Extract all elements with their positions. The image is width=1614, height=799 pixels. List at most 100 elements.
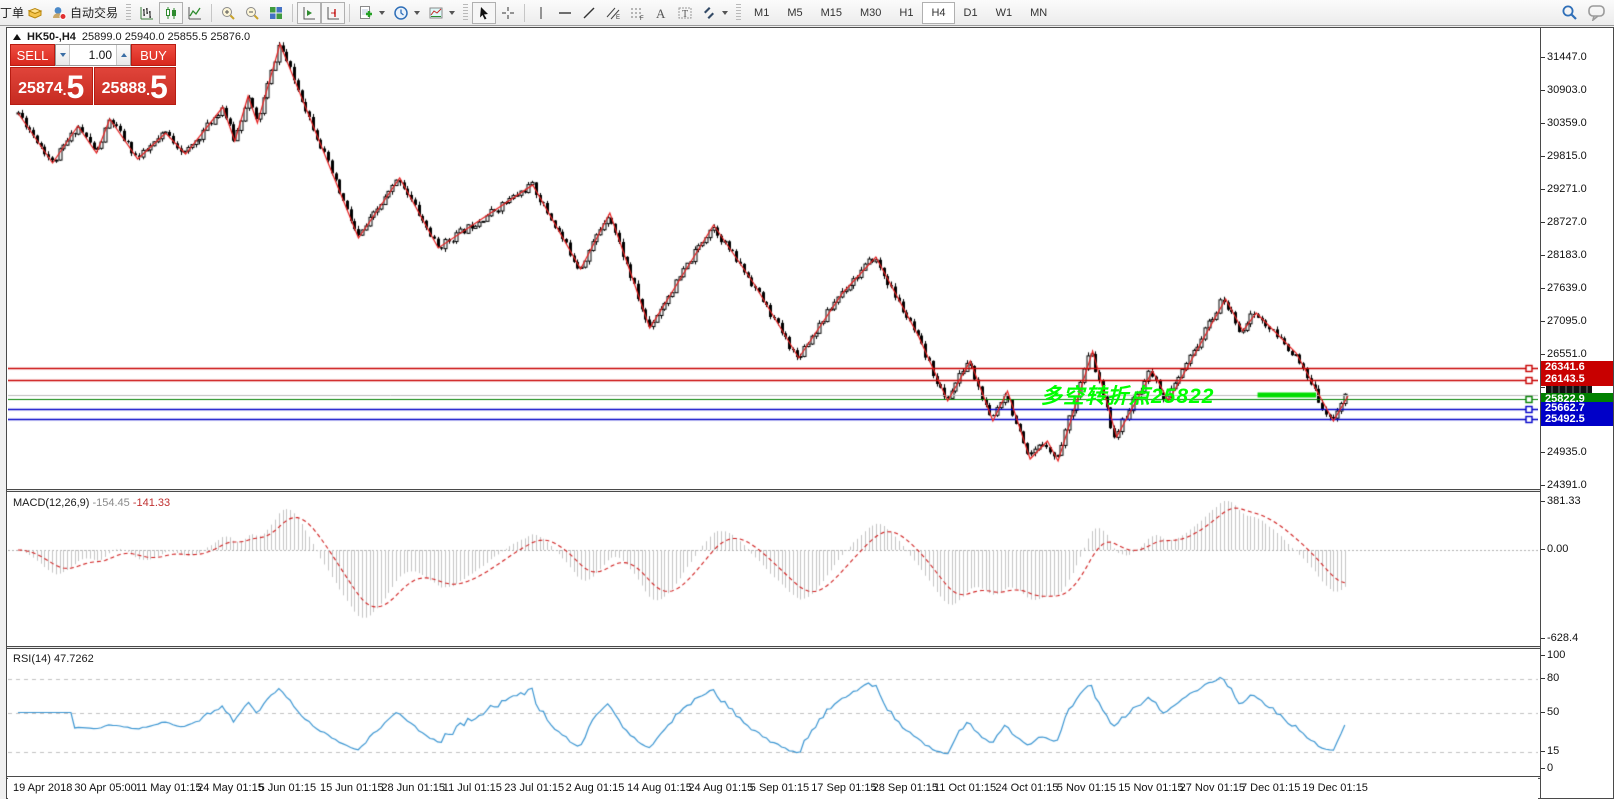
- periods-button[interactable]: [389, 2, 424, 24]
- fibonacci-icon: F: [631, 8, 644, 21]
- chart-shift-button[interactable]: [321, 1, 346, 24]
- macd-pane-splitter[interactable]: [7, 489, 1613, 492]
- axis-tick: 27095.0: [1541, 315, 1587, 327]
- autotrade-button[interactable]: 自动交易: [47, 2, 122, 24]
- axis-tick: 15: [1541, 745, 1559, 757]
- timeframe-MN[interactable]: MN: [1030, 6, 1048, 19]
- trendline-button[interactable]: [577, 2, 601, 24]
- timeframe-H1[interactable]: H1: [899, 6, 914, 19]
- timeframe-W1[interactable]: W1: [995, 6, 1013, 19]
- volume-up-button[interactable]: [116, 45, 130, 65]
- crosshair-button[interactable]: [496, 2, 520, 24]
- vertical-line-icon: [540, 6, 542, 19]
- trade-panel-toggle[interactable]: [13, 34, 21, 40]
- candlestick-chart-button[interactable]: [159, 1, 184, 24]
- time-axis-label: 30 Apr 05:00: [74, 782, 137, 794]
- price-line-label: 25492.5: [1541, 413, 1613, 426]
- time-axis-label: 24 May 01:15: [197, 782, 264, 794]
- new-order-button[interactable]: 丁单: [0, 2, 47, 24]
- indicators-icon: [360, 5, 373, 19]
- text-label-button[interactable]: T: [673, 2, 697, 24]
- timeframe-M1[interactable]: M1: [754, 6, 770, 19]
- autotrade-icon: [53, 6, 67, 20]
- time-axis-label: 15 Nov 01:15: [1118, 782, 1184, 794]
- axis-tick: 27639.0: [1541, 282, 1587, 294]
- arrows-dropdown[interactable]: [722, 10, 729, 15]
- templates-dropdown[interactable]: [449, 10, 456, 15]
- time-axis-label: 5 Sep 01:15: [749, 782, 810, 794]
- indicators-dropdown[interactable]: [379, 10, 386, 15]
- new-order-label: 丁单: [0, 6, 25, 20]
- axis-tick: 0.00: [1541, 543, 1568, 555]
- auto-scroll-icon: [303, 6, 316, 19]
- axis-tick: 24935.0: [1541, 446, 1587, 458]
- rsi-pane-splitter[interactable]: [7, 646, 1613, 649]
- rsi-name: RSI(14): [13, 653, 51, 665]
- time-axis[interactable]: 19 Apr 2018 30 Apr 05:00 11 May 01:15 24 Ma…: [8, 777, 1538, 799]
- chat-icon[interactable]: [1588, 4, 1608, 21]
- toolbar-grip[interactable]: [736, 3, 742, 22]
- line-chart-button[interactable]: [183, 2, 207, 24]
- tile-windows-button[interactable]: [264, 2, 288, 24]
- time-axis-label: 28 Jun 01:15: [381, 782, 446, 794]
- horizontal-line-button[interactable]: [553, 2, 577, 24]
- rsi-header: RSI(14) 47.7262: [13, 653, 94, 665]
- time-axis-label: 17 Sep 01:15: [811, 782, 877, 794]
- price-line-label: 26143.5: [1541, 373, 1613, 386]
- timeframe-D1[interactable]: D1: [963, 6, 978, 19]
- axis-tick: 28183.0: [1541, 249, 1587, 261]
- auto-scroll-button[interactable]: [297, 1, 322, 24]
- toolbar-grip[interactable]: [463, 3, 469, 22]
- volume-down-button[interactable]: [56, 45, 70, 65]
- sell-price-frac: 5: [66, 69, 85, 105]
- axis-tick: 100: [1541, 649, 1565, 661]
- time-axis-label: 5 Nov 01:15: [1056, 782, 1117, 794]
- zoom-out-button[interactable]: [240, 2, 264, 24]
- text-button[interactable]: A: [649, 2, 673, 24]
- timeframe-H4[interactable]: H4: [922, 1, 955, 24]
- timeframe-group: M1 M5 M15 M30 H1 H4 D1 W1 MN: [745, 1, 1056, 24]
- zoom-in-button[interactable]: [216, 2, 240, 24]
- buy-button[interactable]: BUY: [131, 44, 176, 66]
- toolbar-separator: [524, 3, 526, 22]
- sell-button[interactable]: SELL: [10, 44, 55, 66]
- arrows-button[interactable]: [697, 2, 732, 24]
- main-chart-canvas[interactable]: [8, 29, 1538, 490]
- equidistant-channel-button[interactable]: E: [601, 2, 625, 24]
- timeframe-M30[interactable]: M30: [860, 6, 882, 19]
- volume-field[interactable]: 1.00: [88, 48, 112, 62]
- price-axis[interactable]: 31447.0 30903.0 30359.0 29815.0 29271.0 28727…: [1540, 28, 1613, 798]
- axis-tick: 80: [1541, 672, 1559, 684]
- periods-dropdown[interactable]: [414, 10, 421, 15]
- buy-price[interactable]: 25888. 5: [93, 67, 176, 105]
- cursor-button[interactable]: [472, 1, 497, 24]
- timeframe-M15[interactable]: M15: [820, 6, 842, 19]
- macd-canvas[interactable]: [8, 493, 1538, 646]
- sell-price[interactable]: 25874. 5: [10, 67, 93, 105]
- tile-windows-icon: [270, 6, 283, 19]
- buy-price-dot: .: [146, 82, 151, 98]
- equidistant-channel-icon: E: [606, 7, 620, 21]
- indicators-button[interactable]: [354, 2, 389, 24]
- chart-annotation[interactable]: 多空转折点25822: [1041, 385, 1215, 409]
- toolbar-grip[interactable]: [126, 3, 132, 22]
- time-axis-label: 11 Oct 01:15: [934, 782, 997, 794]
- rsi-canvas[interactable]: [8, 650, 1538, 776]
- time-axis-label: 7 Dec 01:15: [1241, 782, 1301, 794]
- vertical-line-button[interactable]: [529, 2, 553, 24]
- crosshair-icon: [502, 6, 515, 19]
- bar-chart-button[interactable]: [135, 2, 159, 24]
- axis-tick: 29271.0: [1541, 183, 1587, 195]
- templates-button[interactable]: [424, 2, 459, 24]
- sell-price-dot: .: [62, 82, 67, 98]
- periods-icon: [394, 5, 408, 20]
- fibonacci-button[interactable]: F: [625, 2, 649, 24]
- templates-icon: [429, 7, 443, 18]
- toolbar-separator: [292, 3, 294, 22]
- chart-window: HK50-,H4 25899.0 25940.0 25855.5 25876.0…: [6, 27, 1614, 799]
- timeframe-M5[interactable]: M5: [787, 6, 803, 19]
- price-line-label: 25662.7: [1541, 402, 1613, 415]
- buy-price-main: 25888: [101, 80, 147, 97]
- svg-text:E: E: [616, 15, 620, 21]
- search-icon[interactable]: [1561, 4, 1578, 21]
